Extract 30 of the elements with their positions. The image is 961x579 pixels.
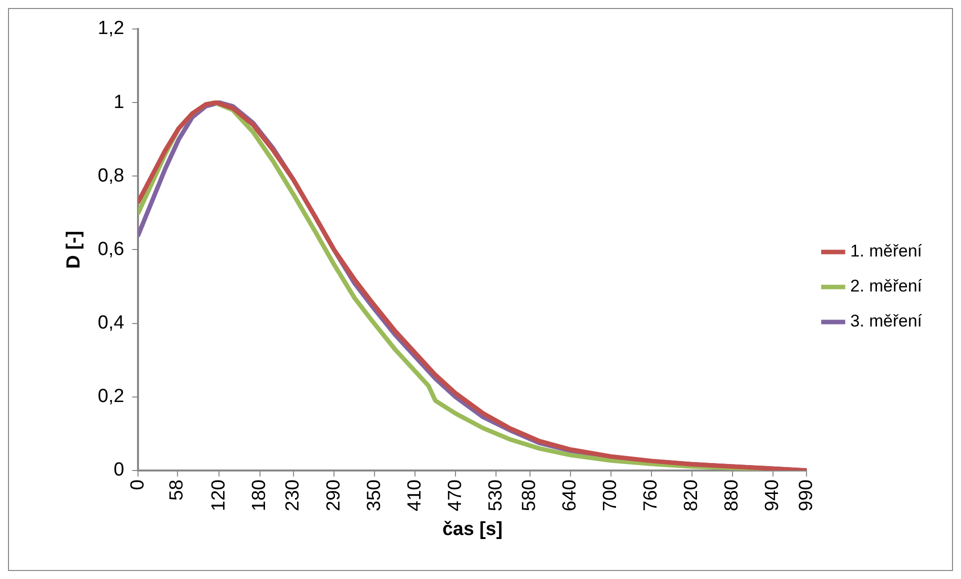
x-tick-label: 760 bbox=[640, 480, 662, 512]
y-tick-label: 1,2 bbox=[98, 18, 124, 40]
x-tick-label: 820 bbox=[681, 480, 702, 512]
x-tick-label: 940 bbox=[762, 480, 784, 512]
y-axis-title: D [-] bbox=[64, 230, 85, 269]
x-axis-title: čas [s] bbox=[442, 518, 503, 540]
y-tick-label: 0,6 bbox=[98, 238, 124, 260]
x-tick-label: 990 bbox=[796, 480, 817, 512]
y-tick-label: 1 bbox=[114, 92, 124, 113]
y-tick-label: 0,4 bbox=[98, 312, 125, 334]
x-tick-label: 470 bbox=[444, 480, 466, 512]
x-tick-label: 350 bbox=[364, 480, 385, 512]
x-tick-label: 0 bbox=[127, 480, 148, 490]
x-tick-label: 230 bbox=[282, 480, 304, 512]
x-tick-label: 290 bbox=[323, 480, 344, 512]
x-tick-label: 180 bbox=[248, 480, 270, 512]
x-tick-label: 640 bbox=[560, 480, 581, 512]
y-tick-label: 0,2 bbox=[98, 386, 124, 408]
x-tick-label: 120 bbox=[208, 480, 230, 512]
legend-label: 3. měření bbox=[850, 312, 922, 331]
x-tick-label: 700 bbox=[600, 480, 622, 512]
legend-label: 2. měření bbox=[850, 276, 922, 296]
x-tick-label: 58 bbox=[166, 480, 188, 501]
x-tick-label: 580 bbox=[519, 480, 540, 512]
x-tick-label: 880 bbox=[722, 480, 743, 512]
y-tick-label: 0 bbox=[114, 460, 124, 481]
x-tick-label: 410 bbox=[404, 480, 426, 512]
y-tick-label: 0,8 bbox=[98, 165, 124, 186]
x-tick-label: 530 bbox=[485, 480, 506, 512]
legend-label: 1. měření bbox=[850, 242, 922, 261]
